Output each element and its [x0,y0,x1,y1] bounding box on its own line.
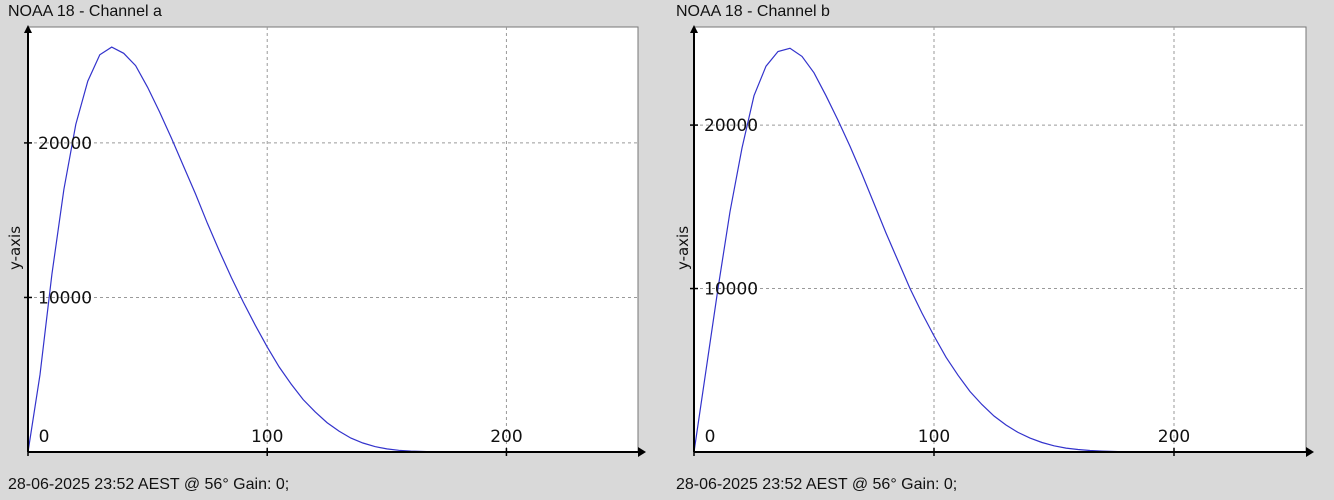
plot-area [693,26,1307,453]
y-axis-arrow [24,25,32,33]
x-tick-label: 100 [251,427,283,447]
x-tick-label: 0 [705,427,716,447]
panel-channel-a: NOAA 18 - Channel a 0 100 200 10000 20000 y-… [0,0,660,500]
y-axis-arrow [690,25,698,33]
y-tick-label: 20000 [38,134,92,154]
x-tick-label: 200 [1158,427,1190,447]
x-tick-label: 0 [39,427,50,447]
chart-channel-a: 0 100 200 10000 20000 [24,25,646,457]
chart-title: NOAA 18 - Channel b [676,3,830,20]
y-tick-label: 10000 [38,288,92,308]
y-axis-label: y-axis [6,225,24,271]
y-tick-label: 10000 [704,280,758,300]
x-tick-label: 100 [918,427,950,447]
plot-area [27,26,639,453]
x-axis-arrow [638,447,646,457]
chart-footer: 28-06-2025 23:52 AEST @ 56° Gain: 0; [676,476,958,493]
chart-title: NOAA 18 - Channel a [8,3,162,20]
x-tick-label: 200 [490,427,522,447]
y-tick-label: 20000 [704,116,758,136]
series-line [27,46,471,453]
series-line [693,47,1163,453]
chart-channel-b: 0 100 200 10000 20000 [690,25,1314,457]
chart-footer: 28-06-2025 23:52 AEST @ 56° Gain: 0; [8,476,290,493]
y-axis-label: y-axis [674,225,692,271]
panel-channel-b: NOAA 18 - Channel b 0 100 200 10000 20000 y-… [668,0,1334,500]
x-axis-arrow [1306,447,1314,457]
